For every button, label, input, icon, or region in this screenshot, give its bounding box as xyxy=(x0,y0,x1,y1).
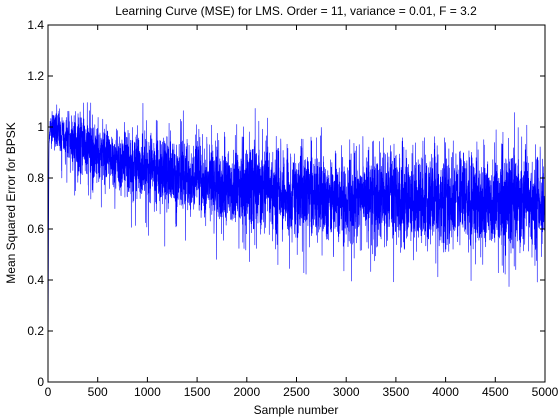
y-tick-label: 0.8 xyxy=(27,171,44,185)
x-tick-label: 3000 xyxy=(333,385,360,399)
y-tick-label: 0 xyxy=(37,375,44,389)
x-tick-label: 2000 xyxy=(233,385,260,399)
x-tick-label: 3500 xyxy=(383,385,410,399)
y-tick-label: 0.4 xyxy=(27,273,44,287)
y-axis-label: Mean Squared Error for BPSK xyxy=(4,122,18,283)
x-tick-label: 500 xyxy=(88,385,108,399)
x-tick-label: 4500 xyxy=(482,385,509,399)
x-tick-label: 0 xyxy=(45,385,52,399)
y-tick-label: 1.2 xyxy=(27,69,44,83)
y-tick-label: 1.4 xyxy=(27,18,44,32)
x-tick-label: 1500 xyxy=(184,385,211,399)
x-tick-label: 2500 xyxy=(283,385,310,399)
x-axis-label: Sample number xyxy=(254,403,339,417)
mse-series-line xyxy=(47,102,546,383)
y-tick-label: 0.2 xyxy=(27,324,44,338)
x-axis-ticks: 0 500 1000 1500 2000 2500 3000 3500 4000 4500 5000 xyxy=(45,25,559,399)
y-tick-label: 0.6 xyxy=(27,222,44,236)
y-axis-ticks: 0 0.2 0.4 0.6 0.8 1 1.2 1.4 xyxy=(27,18,545,389)
y-tick-label: 1 xyxy=(37,120,44,134)
series-layer xyxy=(47,102,546,383)
x-tick-label: 5000 xyxy=(532,385,559,399)
chart-title: Learning Curve (MSE) for LMS. Order = 11… xyxy=(115,4,477,18)
x-tick-label: 4000 xyxy=(432,385,459,399)
x-tick-label: 1000 xyxy=(134,385,161,399)
